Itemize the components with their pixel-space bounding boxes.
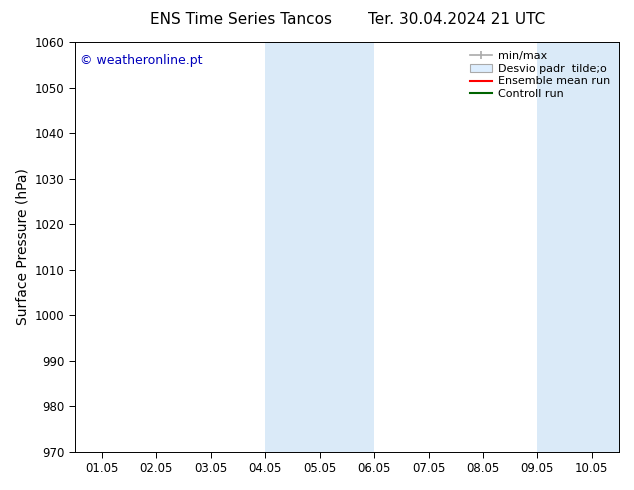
Legend: min/max, Desvio padr  tilde;o, Ensemble mean run, Controll run: min/max, Desvio padr tilde;o, Ensemble m… xyxy=(467,48,614,102)
Bar xyxy=(538,42,619,452)
Text: Ter. 30.04.2024 21 UTC: Ter. 30.04.2024 21 UTC xyxy=(368,12,545,27)
Text: ENS Time Series Tancos: ENS Time Series Tancos xyxy=(150,12,332,27)
Bar xyxy=(265,42,374,452)
Text: © weatheronline.pt: © weatheronline.pt xyxy=(80,54,203,67)
Y-axis label: Surface Pressure (hPa): Surface Pressure (hPa) xyxy=(15,169,29,325)
